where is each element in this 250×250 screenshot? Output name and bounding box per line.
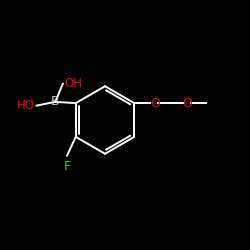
Text: OH: OH xyxy=(64,78,82,90)
Text: O: O xyxy=(182,96,192,110)
Text: O: O xyxy=(150,96,160,110)
Text: F: F xyxy=(64,160,70,173)
Text: HO: HO xyxy=(16,99,34,112)
Text: B: B xyxy=(51,95,60,108)
